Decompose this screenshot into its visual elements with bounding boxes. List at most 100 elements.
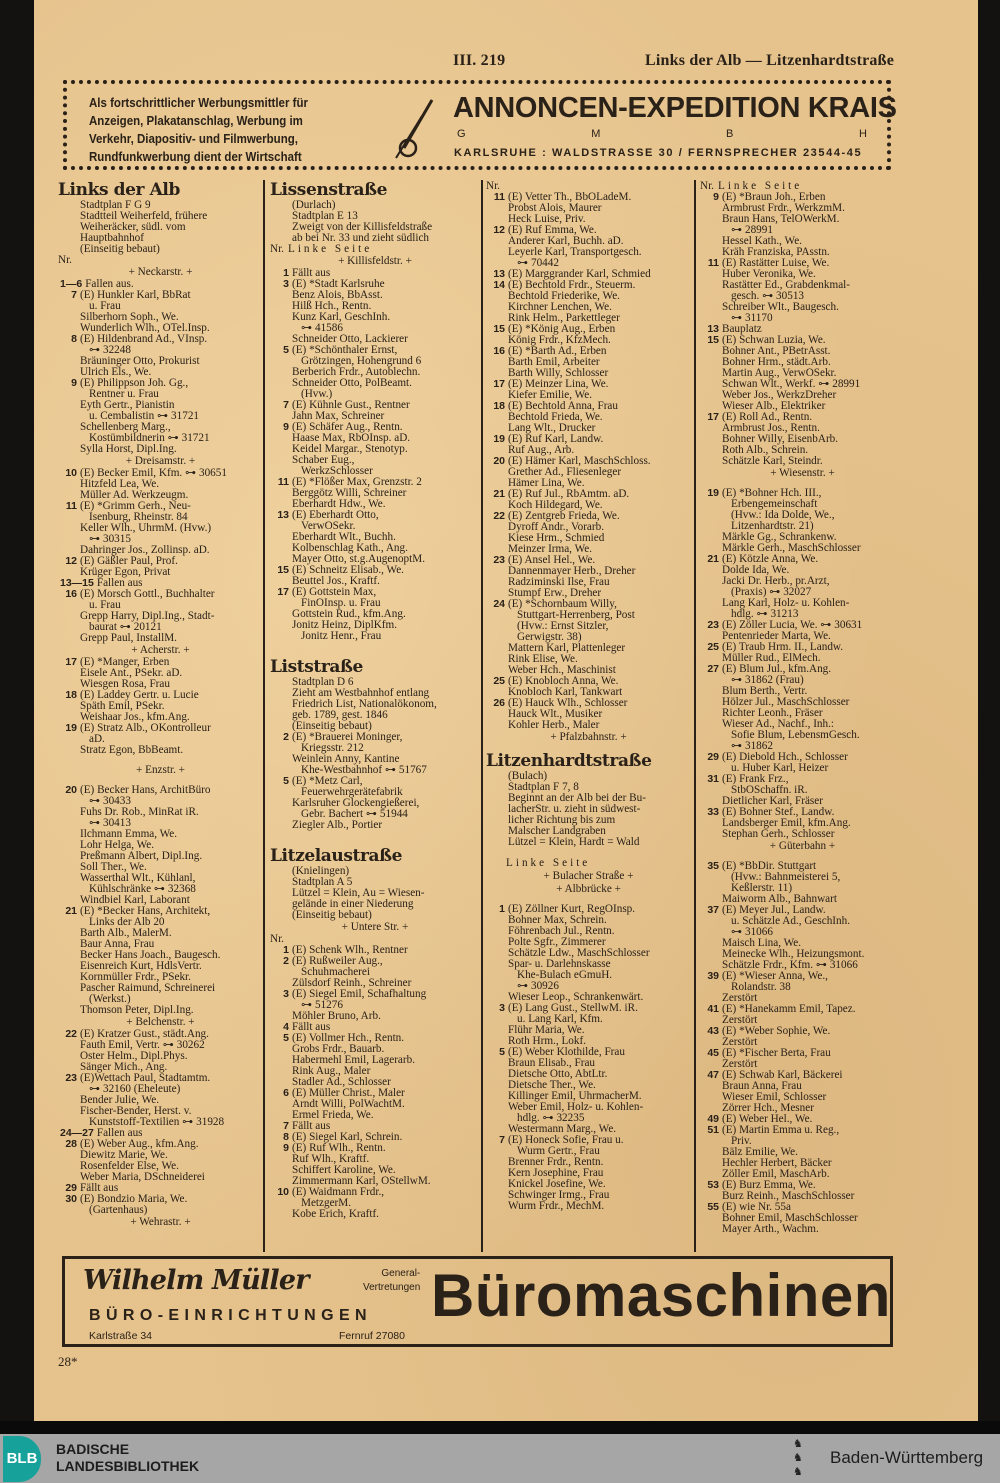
street-info: (Durlach)	[292, 199, 336, 211]
street-info: ab bei Nr. 33 und zieht südlich	[292, 232, 430, 244]
continuation-line: Wurm Gertr., Frau	[517, 1145, 600, 1157]
address-entry: 9 (E) Philippson Joh. Gg.,	[58, 377, 263, 389]
address-entry: 7 (E) Honeck Sofie, Frau u.	[486, 1134, 691, 1146]
nr-label: Nr.	[700, 180, 714, 192]
continuation-line: Rolandstr. 38	[731, 981, 791, 993]
address-entry: 9 (E) Schäfer Aug., Rentn.	[270, 421, 480, 433]
entry-text: (E) Bechtold Anna, Frau	[508, 400, 618, 412]
ad-general: General-	[381, 1268, 421, 1279]
side-label: Linke Seite	[287, 243, 373, 255]
cross-street: + Bulacher Straße +	[543, 870, 634, 882]
resident-line: Killinger Emil, UhrmacherM.	[508, 1090, 642, 1102]
continuation-line: Jonitz Henr., Frau	[301, 630, 382, 642]
address-entry: 2 (E) Rußweiler Aug.,	[270, 955, 480, 967]
resident-line: Baur Anna, Frau	[80, 938, 155, 950]
resident-line: Pentenrieder Marta, We.	[722, 630, 831, 642]
entry-text: (E) Burz Emma, We.	[722, 1179, 816, 1191]
address-entry: 1 (E) Zöllner Kurt, RegOInsp.	[486, 903, 691, 915]
entry-text: (E) Becker Hans, ArchitBüro	[80, 784, 211, 796]
house-number: 49	[707, 1113, 719, 1125]
resident-line: Pascher Raimund, Schreinerei	[80, 982, 216, 994]
resident-line: Kornmüller Frdr., PSekr.	[80, 971, 191, 983]
house-number: 7	[499, 1134, 505, 1146]
resident-line: Stephan Gerh., Schlosser	[722, 828, 835, 840]
address-entry: 25 (E) Knobloch Anna, We.	[486, 675, 691, 687]
state-name[interactable]: Baden-Württemberg	[830, 1448, 984, 1467]
resident-line: Rink Aug., Maler	[292, 1065, 371, 1077]
entry-text: (E) Zöllner Kurt, RegOInsp.	[508, 903, 636, 915]
house-number: 24—27	[60, 1127, 94, 1139]
resident-line: Hessel Kath., We.	[722, 235, 802, 247]
address-entry: 20 (E) Hämer Karl, MaschSchloss.	[486, 455, 691, 467]
resident-line: Bräuninger Otto, Prokurist	[80, 355, 200, 367]
street-heading: Litzenhardtstraße	[486, 751, 652, 771]
ad-phone: Fernruf 27080	[339, 1330, 405, 1342]
house-number: 22	[65, 1028, 77, 1040]
house-number: 7	[283, 1120, 289, 1132]
house-number: 5	[499, 1046, 505, 1058]
resident-line: Dietsche Ther., We.	[508, 1079, 596, 1091]
entry-text: (E) Honeck Sofie, Frau u.	[508, 1134, 624, 1146]
cross-street: + Pfalzbahnstr. +	[550, 731, 627, 743]
entry-text: (E) *Schornbaum Willy,	[508, 598, 617, 610]
continuation-line: Schuhmacherei	[301, 966, 370, 978]
continuation-line: Rentner u. Frau	[89, 388, 159, 400]
entry-text: (E) *Brauerei Moninger,	[292, 731, 403, 743]
address-entry: 51 (E) Martin Emma u. Reg.,	[700, 1124, 905, 1136]
house-number: 35	[707, 860, 719, 872]
address-entry: 1—6 Fallen aus.	[58, 278, 263, 290]
entry-text: (E) Diebold Hch., Schlosser	[722, 751, 848, 763]
street-info: Lützel = Klein, Au = Wiesen-	[292, 887, 425, 899]
entry-text: (E) *BbDir. Stuttgart	[722, 860, 817, 872]
street-info: Stadtplan F 7, 8	[508, 781, 579, 793]
house-number: 23	[707, 619, 719, 631]
house-number: 53	[707, 1179, 719, 1191]
resident-line: Haase Max, RbOInsp. aD.	[292, 432, 411, 444]
entry-text: (E) Marggrander Karl, Schmied	[508, 268, 651, 280]
entry-text: (E) Roll Ad., Rentn.	[722, 411, 813, 423]
house-number: 17	[493, 378, 505, 390]
house-number: 27	[707, 663, 719, 675]
entry-text: (E) Gäßler Paul, Prof.	[80, 555, 178, 567]
house-number: 25	[707, 641, 719, 653]
street-heading: Lissenstraße	[270, 180, 388, 200]
side-label: Linke Seite	[717, 180, 803, 192]
address-entry: 33 (E) Bohner Stef., Landw.	[700, 806, 905, 818]
continuation-line: Sofie Blum, LebensmGesch.	[731, 729, 860, 741]
resident-line: Schellenberg Marg.,	[80, 421, 171, 433]
house-number: 12	[493, 224, 505, 236]
entry-text: (E) Bondzio Maria, We.	[80, 1193, 188, 1205]
resident-line: Eisele Ant., PSekr. aD.	[80, 667, 183, 679]
address-entry: 11 (E) *Grimm Gerh., Neu-	[58, 500, 263, 512]
resident-line: Schwan Wlt., Werkf. ⊶ 28991	[722, 378, 861, 390]
entry-text: (E) Siegel Karl, Schrein.	[292, 1131, 403, 1143]
address-entry: 5 (E) *Schönthaler Ernst,	[270, 344, 480, 356]
house-number: 21	[65, 905, 77, 917]
resident-line: Leyerle Karl, Transportgesch.	[508, 246, 642, 258]
cross-street: + Wehrastr. +	[130, 1216, 191, 1228]
entry-text: (E) *Wieser Anna, We.,	[722, 970, 828, 982]
continuation-line: ⊶ 30413	[89, 817, 131, 829]
address-entry: 1 (E) Schenk Wlh., Rentner	[270, 944, 480, 956]
house-number: 9	[71, 377, 77, 389]
continuation-line: Erbengemeinschaft	[731, 498, 818, 510]
resident-line: Roth Hrm., Lokf.	[508, 1035, 586, 1047]
resident-line: Roth Alb., Schrein.	[722, 444, 809, 456]
resident-line: Kern Josephine, Frau	[508, 1167, 604, 1179]
house-number: 33	[707, 806, 719, 818]
entry-text: (E) Bohner Stef., Landw.	[722, 806, 835, 818]
resident-line: Stratz Egon, BbBeamt.	[80, 744, 184, 756]
resident-line: Dannenmayer Herb., Dreher	[508, 565, 636, 577]
blb-logo[interactable]: BLB	[3, 1436, 41, 1482]
address-entry: 9 (E) *Braun Joh., Erben	[700, 191, 905, 203]
address-entry: 16 (E) Morsch Gottl., Buchhalter	[58, 588, 263, 600]
address-entry: 7 (E) Hunkler Karl, BbRat	[58, 289, 263, 301]
ad-gmbh: G M B H	[457, 128, 867, 141]
continuation-line: ⊶ 31170	[731, 312, 773, 324]
resident-line: Hitzfeld Lea, We.	[80, 478, 160, 490]
continuation-line: Feuerwehrgerätefabrik	[301, 786, 403, 798]
house-number: 39	[707, 970, 719, 982]
resident-line: Windbiel Karl, Laborant	[80, 894, 190, 906]
resident-line: Ulrich Els., We.	[80, 366, 152, 378]
house-number: 3	[283, 278, 289, 290]
